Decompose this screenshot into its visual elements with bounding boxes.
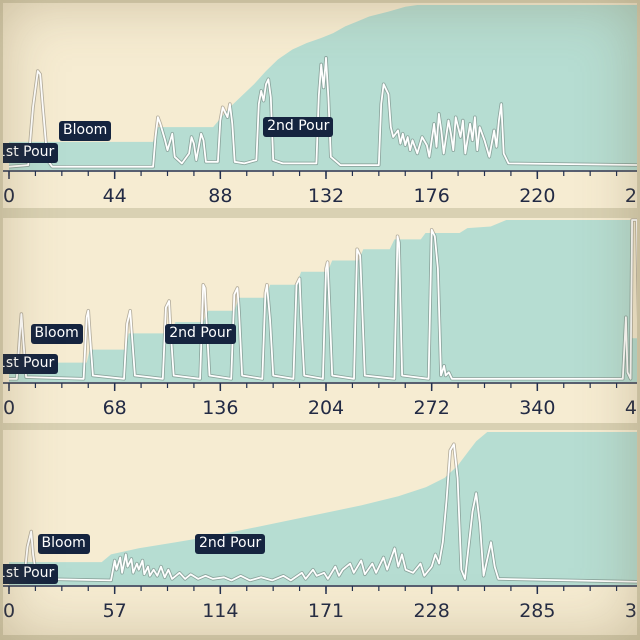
x-tick-label: 264 <box>625 185 637 207</box>
x-tick-label: 68 <box>103 397 127 419</box>
x-tick-label: 44 <box>103 185 127 207</box>
annotation-badge: 2nd Pour <box>165 324 236 344</box>
x-tick-label: 228 <box>414 600 450 622</box>
annotation-badge: Bloom <box>30 324 83 344</box>
x-tick-label: 171 <box>308 600 344 622</box>
annotation-badge: 1st Pour <box>3 354 59 374</box>
annotation-badge: 2nd Pour <box>194 534 266 554</box>
chart-panel-1: 0 44 88 132 176 220 264 Bloom1st Pour 2nd Pour <box>3 3 637 208</box>
annotation-badge: Bloom <box>59 121 112 141</box>
annotation-badge: 1st Pour <box>3 564 59 584</box>
x-tick-label: 204 <box>308 397 344 419</box>
flow-line <box>8 56 637 168</box>
x-tick-label: 340 <box>519 397 555 419</box>
x-tick-label: 0 <box>3 397 15 419</box>
x-tick-label: 0 <box>3 185 15 207</box>
x-tick-label: 57 <box>103 600 127 622</box>
x-tick-label: 114 <box>202 600 238 622</box>
x-tick-label: 272 <box>414 397 450 419</box>
chart-panel-2: 0 68 136 204 272 340 408 Bloom 1st Pour 2nd Pour <box>3 218 637 423</box>
chart-3-svg: 0 57 114 171 228 285 342 <box>3 432 637 622</box>
chart-1-svg: 0 44 88 132 176 220 264 <box>3 5 637 207</box>
weight-area <box>9 432 637 585</box>
x-tick-label: 220 <box>519 185 555 207</box>
annotation-badge: 2nd Pour <box>263 117 334 137</box>
x-tick-label: 176 <box>414 185 450 207</box>
flow-line <box>9 443 637 583</box>
x-tick-label: 408 <box>625 397 637 419</box>
flow-line <box>9 219 637 380</box>
x-tick-label: 342 <box>625 600 637 622</box>
x-tick-label: 88 <box>208 185 232 207</box>
x-tick-label: 132 <box>308 185 344 207</box>
chart-2-svg: 0 68 136 204 272 340 408 <box>3 218 637 419</box>
annotation-badge: 1st Pour <box>3 143 59 163</box>
chart-panel-3: 0 57 114 171 228 285 342 Bloom 1st Pour 2nd Pour <box>3 430 637 635</box>
x-tick-label: 0 <box>3 600 15 622</box>
x-tick-label: 136 <box>202 397 238 419</box>
x-tick-label: 285 <box>519 600 555 622</box>
annotation-badge: Bloom <box>37 534 90 554</box>
